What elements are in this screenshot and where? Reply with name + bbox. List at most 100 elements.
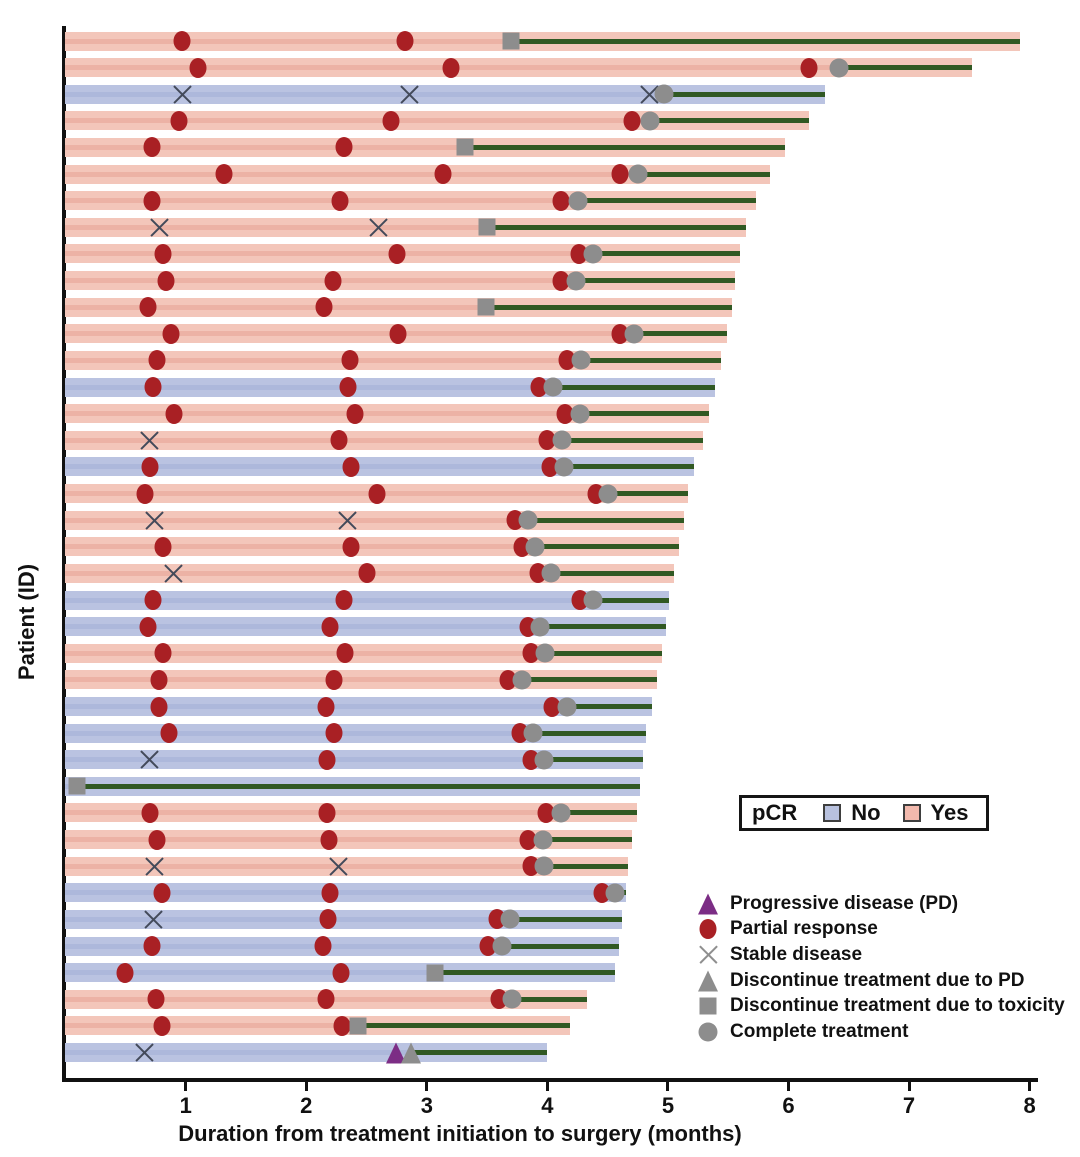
patient-bar xyxy=(65,750,643,770)
complete-treatment-marker xyxy=(570,404,590,424)
x-tick-label: 7 xyxy=(902,1093,916,1118)
surgery-wait-line xyxy=(607,491,689,497)
x-axis-tick xyxy=(184,1082,188,1091)
discontinue-toxicity-marker xyxy=(426,964,444,982)
patient-bar xyxy=(65,137,785,157)
stable-disease-marker xyxy=(145,857,164,876)
patient-bar xyxy=(65,164,771,184)
partial-response-marker xyxy=(537,802,555,823)
surgery-wait-line xyxy=(501,943,619,949)
legend-row: Partial response xyxy=(695,917,1065,943)
partial-response-marker xyxy=(396,31,414,51)
partial-response-marker xyxy=(434,164,452,185)
pcr-legend-title: pCR xyxy=(752,800,798,825)
partial-response-marker xyxy=(499,669,517,690)
surgery-wait-line xyxy=(77,783,641,789)
legend-row: Complete treatment xyxy=(695,1019,1065,1045)
surgery-wait-line xyxy=(435,970,615,976)
complete-treatment-icon xyxy=(698,1022,718,1042)
discontinue-toxicity-marker xyxy=(502,32,520,50)
partial-response-marker xyxy=(136,483,154,504)
complete-treatment-marker xyxy=(571,350,591,370)
partial-response-marker xyxy=(556,403,574,424)
patient-bar xyxy=(65,590,670,610)
x-tick-label: 3 xyxy=(420,1093,433,1118)
partial-response-marker xyxy=(173,31,191,51)
partial-response-marker xyxy=(319,909,337,930)
complete-treatment-marker xyxy=(543,377,563,397)
partial-response-marker xyxy=(538,430,556,451)
discontinue-toxicity-marker xyxy=(477,298,495,316)
surgery-wait-line xyxy=(412,1050,548,1056)
partial-response-marker xyxy=(153,882,171,903)
patient-bar xyxy=(65,883,626,903)
pcr-yes-label: Yes xyxy=(930,800,969,825)
partial-response-marker xyxy=(153,1015,171,1036)
partial-response-marker xyxy=(154,536,172,557)
stable-disease-marker xyxy=(150,218,169,237)
patient-bar xyxy=(65,84,825,104)
complete-treatment-marker xyxy=(583,244,603,264)
partial-response-marker xyxy=(442,57,460,78)
partial-response-marker xyxy=(543,696,561,717)
surgery-wait-line xyxy=(593,597,670,603)
patient-bar xyxy=(65,404,709,424)
partial-response-marker xyxy=(623,110,641,131)
patient-bar xyxy=(65,856,629,876)
x-tick-label: 4 xyxy=(541,1093,554,1118)
partial-response-marker xyxy=(321,882,339,903)
partial-response-marker xyxy=(139,297,157,318)
pcr-no-label: No xyxy=(851,800,881,825)
patient-bar xyxy=(65,643,662,663)
patient-bar xyxy=(65,803,637,823)
partial-response-marker xyxy=(165,403,183,424)
x-axis-tick xyxy=(545,1082,549,1091)
patient-bar xyxy=(65,617,666,637)
x-axis-tick xyxy=(304,1082,308,1091)
stable-disease-marker xyxy=(400,85,420,104)
partial-response-marker xyxy=(144,377,162,398)
partial-response-marker xyxy=(358,563,376,584)
partial-response-marker xyxy=(189,57,207,78)
partial-response-marker xyxy=(611,164,629,185)
complete-treatment-marker xyxy=(654,84,674,104)
discontinue-pd-marker xyxy=(401,1042,422,1064)
pcr-yes-swatch xyxy=(902,804,921,822)
complete-treatment-marker xyxy=(512,670,532,690)
partial-response-marker xyxy=(148,829,166,850)
surgery-wait-line xyxy=(576,278,736,284)
legend-label: Discontinue treatment due to PD xyxy=(730,969,1025,991)
stable-disease-marker xyxy=(329,857,348,876)
patient-bar xyxy=(65,111,809,131)
partial-response-marker xyxy=(552,190,570,211)
legend-row: Discontinue treatment due to PD xyxy=(695,968,1065,994)
complete-treatment-marker xyxy=(541,563,561,583)
patient-bar xyxy=(65,58,972,78)
legend-label: Partial response xyxy=(730,918,878,940)
partial-response-marker xyxy=(144,590,162,611)
stable-disease-marker xyxy=(140,750,159,769)
x-tick-label: 2 xyxy=(300,1093,313,1118)
surgery-wait-line xyxy=(561,437,703,443)
complete-treatment-marker xyxy=(535,643,555,663)
partial-response-marker xyxy=(389,323,407,344)
x-axis-tick xyxy=(1028,1082,1032,1091)
surgery-wait-line xyxy=(649,118,809,124)
complete-treatment-marker xyxy=(568,191,588,211)
partial-response-marker xyxy=(160,723,178,744)
complete-treatment-marker xyxy=(525,537,545,557)
surgery-wait-line xyxy=(593,251,741,257)
patient-bar xyxy=(65,723,647,743)
partial-response-marker xyxy=(162,323,180,344)
surgery-wait-line xyxy=(634,331,727,337)
partial-response-marker xyxy=(541,456,559,477)
complete-treatment-marker xyxy=(534,750,554,770)
pcr-no-swatch xyxy=(823,804,842,822)
partial-response-marker xyxy=(522,643,540,664)
surgery-wait-line xyxy=(839,65,972,71)
surgery-wait-line xyxy=(532,730,647,736)
legend-row: Stable disease xyxy=(695,942,1065,968)
patient-bar xyxy=(65,297,732,317)
complete-treatment-marker xyxy=(583,590,603,610)
complete-treatment-marker xyxy=(566,271,586,291)
